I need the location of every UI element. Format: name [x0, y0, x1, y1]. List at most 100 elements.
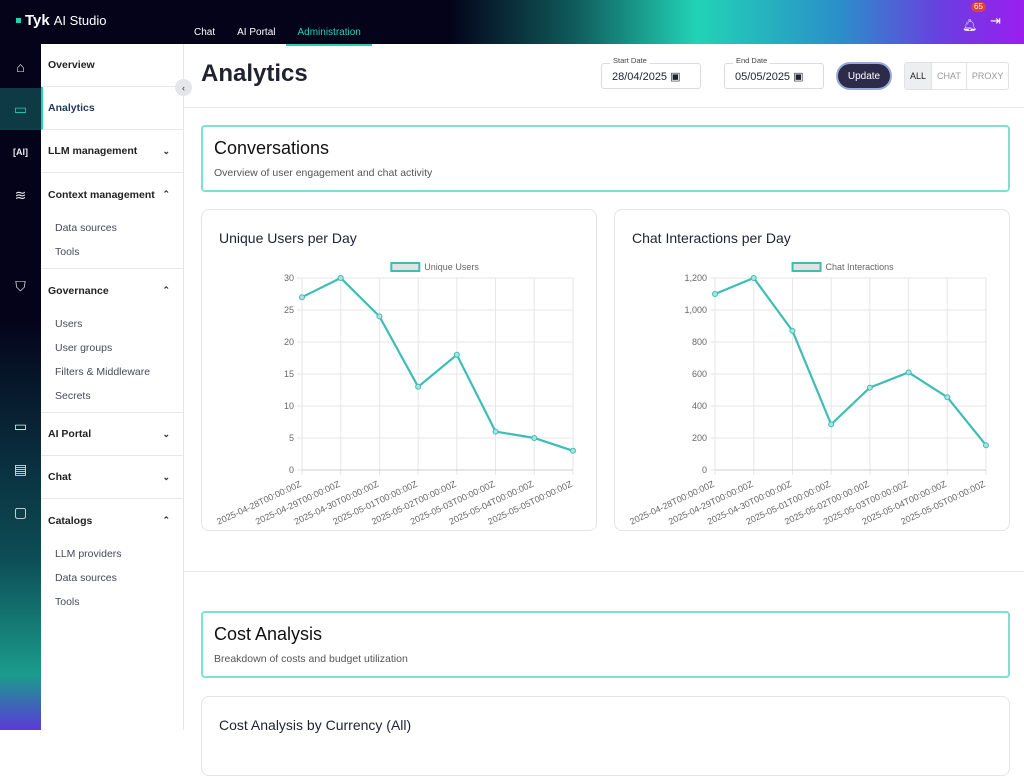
chevron-down-icon: ⌄: [162, 428, 170, 439]
chat-interactions-panel: Chat Interactions per Day: [614, 209, 1010, 531]
monitor-icon[interactable]: ▭: [13, 417, 28, 434]
chevron-down-icon: ⌄: [162, 471, 170, 482]
sidebar-item-context-management[interactable]: Context management ⌃: [41, 173, 183, 216]
icon-rail: ⌂ ▭ [AI] ≋ ⛉ ▭ ▤ ▢: [0, 44, 41, 730]
y-tick-label: 0: [289, 465, 294, 475]
data-point: [415, 383, 422, 390]
sidebar-subitem-llm-providers[interactable]: LLM providers: [55, 548, 122, 560]
sidebar-subitem-user-groups[interactable]: User groups: [55, 342, 113, 354]
ai-chip-icon[interactable]: [AI]: [13, 147, 28, 157]
sidebar-subitem-filters[interactable]: Filters & Middleware: [55, 366, 151, 378]
app-name: AI Studio: [53, 13, 107, 28]
analytics-icon[interactable]: ▭: [0, 88, 41, 130]
data-point: [570, 447, 576, 454]
data-point: [712, 291, 718, 297]
data-point: [905, 369, 912, 376]
y-tick-label: 400: [692, 401, 707, 411]
data-point: [337, 275, 344, 281]
top-header: Tyk AI Studio Chat AI Portal Administrati…: [0, 0, 1024, 46]
calendar-icon[interactable]: ▣: [670, 71, 681, 83]
sidebar-item-llm-management[interactable]: LLM management ⌄: [41, 130, 183, 173]
sidebar-item-label: Context management: [48, 188, 155, 201]
sidebar-item-ai-portal[interactable]: AI Portal ⌄: [41, 413, 183, 456]
section-title: Conversations: [214, 138, 330, 158]
bell-icon[interactable]: 🔔︎: [962, 18, 978, 32]
logo[interactable]: Tyk AI Studio: [16, 12, 107, 29]
sidebar-item-governance[interactable]: Governance ⌃: [41, 269, 183, 312]
y-tick-label: 25: [284, 305, 294, 315]
logo-text: Tyk: [25, 12, 50, 29]
data-point: [376, 313, 383, 320]
chevron-up-icon: ⌃: [162, 285, 170, 295]
charts-layer: 0510152025302025-04-28T00:00:00Z2025-04-…: [215, 262, 989, 527]
chevron-up-icon: ⌃: [162, 189, 170, 199]
sidebar-item-analytics[interactable]: Analytics: [41, 87, 183, 130]
sidebar-nav: Overview Analytics LLM management ⌄ Conte…: [41, 44, 184, 730]
section-subtitle: Overview of user engagement and chat act…: [214, 167, 433, 179]
sidebar-subitem-tools[interactable]: Tools: [55, 246, 80, 258]
data-point: [492, 428, 499, 435]
end-date-value: 05/05/2025: [735, 71, 791, 83]
notification-badge: 65: [971, 2, 986, 12]
cost-by-currency-panel: Cost Analysis by Currency (All): [201, 696, 1010, 776]
section-title: Cost Analysis: [214, 624, 323, 644]
start-date-label: Start Date: [610, 56, 650, 65]
end-date-label: End Date: [733, 56, 771, 65]
sidebar-subitem-catalog-data-sources[interactable]: Data sources: [55, 572, 117, 584]
data-point: [789, 327, 796, 334]
sidebar-item-label: Catalogs: [48, 514, 93, 527]
y-tick-label: 30: [284, 273, 294, 283]
filter-toggle: ALL CHAT PROXY: [904, 62, 1010, 90]
tab-administration[interactable]: Administration: [286, 22, 372, 46]
data-point: [453, 351, 460, 358]
collapse-sidebar-button[interactable]: ‹: [175, 79, 192, 96]
logout-icon[interactable]: ⇥: [990, 13, 1001, 28]
y-tick-label: 1,200: [684, 273, 707, 283]
tab-chat[interactable]: Chat: [194, 27, 216, 38]
sidebar-item-label: Governance: [48, 284, 109, 297]
sidebar-subitem-data-sources[interactable]: Data sources: [55, 222, 117, 234]
update-button[interactable]: Update: [836, 62, 892, 90]
top-nav: Chat AI Portal Administration: [183, 22, 372, 46]
sidebar-subitem-users[interactable]: Users: [55, 318, 83, 330]
catalog-icon[interactable]: ▢: [13, 503, 28, 520]
data-point: [983, 442, 989, 449]
chat-icon[interactable]: ▤: [13, 460, 28, 477]
chart-title: Chat Interactions per Day: [632, 230, 791, 246]
start-date-input[interactable]: Start Date 28/04/2025 ▣: [601, 56, 701, 89]
y-tick-label: 1,000: [684, 305, 707, 315]
layers-icon[interactable]: ≋: [14, 186, 27, 203]
conversations-header-card: Conversations Overview of user engagemen…: [201, 125, 1010, 192]
section-subtitle: Breakdown of costs and budget utilizatio…: [214, 653, 408, 665]
legend-swatch: [791, 262, 822, 272]
home-icon[interactable]: ⌂: [16, 59, 25, 75]
sidebar-subitem-catalog-tools[interactable]: Tools: [55, 596, 80, 608]
y-tick-label: 15: [284, 369, 294, 379]
legend-label: Unique Users: [424, 262, 479, 272]
chevron-down-icon: ⌄: [162, 145, 170, 156]
divider: [184, 107, 1024, 108]
sidebar-item-label: Analytics: [48, 102, 95, 114]
legend-label: Chat Interactions: [826, 262, 895, 272]
sidebar-subitem-secrets[interactable]: Secrets: [55, 390, 91, 402]
tab-ai-portal[interactable]: AI Portal: [237, 27, 276, 38]
end-date-input[interactable]: End Date 05/05/2025 ▣: [724, 56, 824, 89]
calendar-icon[interactable]: ▣: [793, 71, 804, 83]
series-line: [714, 276, 987, 446]
filter-chat[interactable]: CHAT: [932, 63, 967, 89]
y-tick-label: 200: [692, 433, 707, 443]
filter-all[interactable]: ALL: [905, 63, 933, 89]
cost-analysis-header-card: Cost Analysis Breakdown of costs and bud…: [201, 611, 1010, 678]
series-line: [301, 276, 574, 452]
y-tick-label: 20: [284, 337, 294, 347]
y-tick-label: 800: [692, 337, 707, 347]
filter-proxy[interactable]: PROXY: [971, 71, 1004, 81]
y-tick-label: 5: [289, 433, 294, 443]
y-tick-label: 0: [702, 465, 707, 475]
sidebar-item-chat[interactable]: Chat ⌄: [41, 456, 183, 499]
legend-swatch: [390, 262, 421, 272]
sidebar-item-overview[interactable]: Overview: [41, 44, 183, 87]
sidebar-item-catalogs[interactable]: Catalogs ⌃: [41, 499, 183, 542]
y-tick-label: 600: [692, 369, 707, 379]
shield-icon[interactable]: ⛉: [15, 277, 26, 294]
